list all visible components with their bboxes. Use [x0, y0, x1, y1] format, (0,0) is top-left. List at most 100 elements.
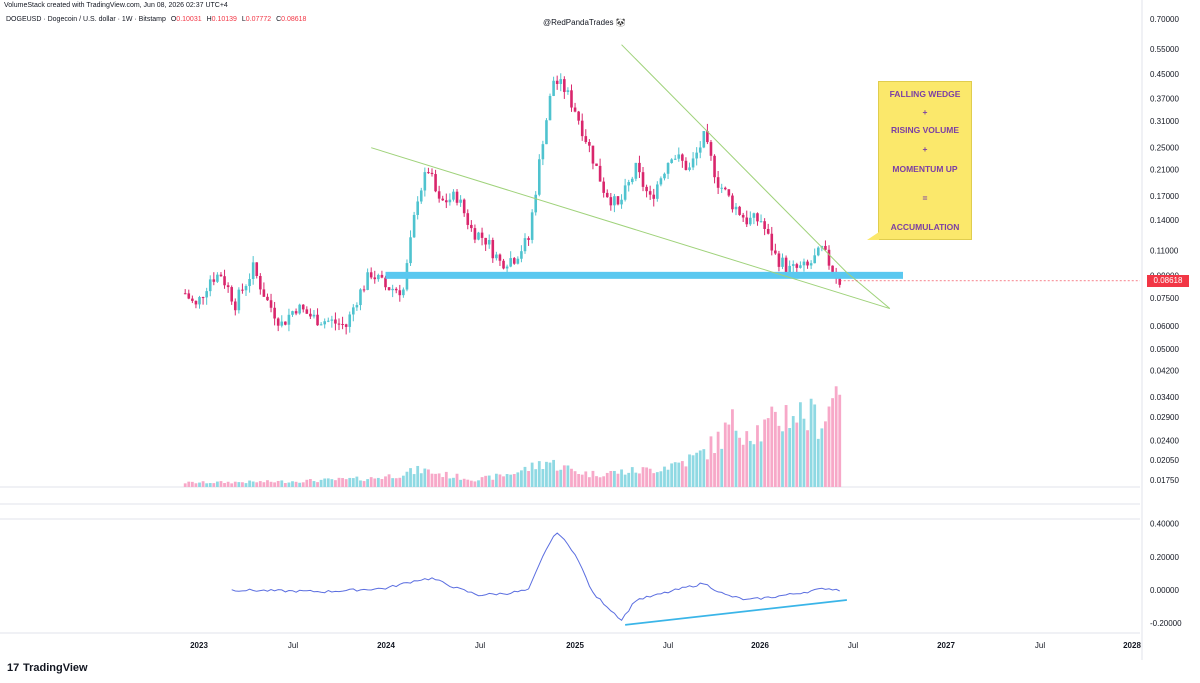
volume-bar	[334, 480, 337, 487]
volume-bar	[713, 453, 716, 487]
volume-bar	[584, 471, 588, 487]
candle-body	[241, 289, 244, 291]
candle-body	[427, 172, 430, 174]
volume-bar	[705, 459, 709, 487]
candle-body	[673, 158, 677, 160]
volume-bar	[634, 472, 638, 487]
volume-bar	[698, 450, 702, 487]
time-axis-label: Jul	[663, 641, 673, 650]
candle-body	[362, 289, 366, 291]
volume-bar	[638, 473, 641, 487]
candle-body	[577, 111, 580, 121]
volume-bar	[233, 481, 237, 487]
time-axis-label: 2026	[751, 641, 769, 650]
time-axis-label: 2027	[937, 641, 955, 650]
candle-body	[738, 206, 741, 215]
candle-body	[588, 142, 591, 146]
candle-body	[580, 120, 584, 137]
volume-bar	[827, 406, 831, 487]
volume-bar	[605, 472, 609, 487]
volume-bar	[244, 483, 248, 487]
candle-body	[552, 80, 555, 96]
volume-bar	[223, 483, 226, 487]
volume-bar	[258, 481, 262, 487]
candle-body	[437, 191, 441, 199]
candle-body	[523, 238, 527, 252]
volume-bar	[312, 481, 316, 487]
candle-body	[448, 199, 452, 203]
volume-bar	[777, 425, 781, 487]
tradingview-logo[interactable]: 17 TradingView	[7, 662, 88, 674]
candle-body	[219, 274, 223, 277]
volume-bar	[276, 480, 280, 487]
volume-bar	[527, 471, 530, 487]
volume-bar	[462, 478, 466, 487]
wedge-apex-line	[846, 272, 891, 309]
time-axis-label: 2024	[377, 641, 395, 650]
volume-bar	[452, 477, 455, 487]
candle-body	[462, 199, 466, 214]
candle-body	[684, 160, 688, 170]
volume-bar	[580, 474, 584, 487]
volume-bar	[194, 483, 198, 487]
created-line: VolumeStack created with TradingView.com…	[4, 2, 228, 9]
candle-body	[423, 172, 427, 191]
volume-bar	[598, 477, 602, 487]
volume-bar	[766, 418, 770, 487]
volume-bar	[287, 482, 291, 487]
candle-body	[827, 249, 831, 266]
time-axis-label: Jul	[1035, 641, 1045, 650]
volume-bar	[394, 478, 398, 487]
candle-body	[305, 309, 309, 314]
volume-bar	[752, 444, 756, 487]
volume-bar	[648, 468, 652, 487]
candle-body	[498, 254, 502, 261]
volume-bar	[416, 465, 420, 487]
candle-body	[323, 321, 326, 325]
candle-body	[638, 162, 641, 173]
volume-bar	[398, 477, 402, 487]
volume-bar	[530, 462, 534, 487]
candle-body	[334, 319, 337, 324]
volume-bar	[798, 402, 802, 487]
candle-body	[745, 217, 749, 225]
price-axis-tick: 0.01750	[1150, 476, 1179, 485]
candle-body	[777, 253, 781, 267]
candle-body	[763, 221, 766, 229]
volume-bar	[448, 478, 452, 487]
volume-bar	[344, 479, 348, 487]
price-axis-tick: 0.37000	[1150, 95, 1179, 104]
volume-bar	[273, 482, 277, 487]
candle-body	[487, 239, 491, 245]
candle-body	[480, 232, 484, 238]
candle-body	[284, 321, 287, 325]
volume-bar	[498, 474, 502, 487]
candle-body	[484, 237, 487, 245]
candle-body	[470, 224, 473, 229]
candle-body	[208, 279, 212, 292]
candle-body	[559, 79, 563, 84]
divergence-line	[625, 599, 847, 626]
candle-body	[212, 279, 216, 282]
volume-bar	[205, 483, 209, 487]
candle-body	[520, 251, 523, 259]
candle-body	[652, 194, 656, 199]
volume-bar	[813, 404, 817, 487]
candle-body	[237, 289, 241, 311]
candle-body	[691, 158, 695, 168]
candle-body	[269, 300, 273, 308]
candle-body	[666, 163, 670, 174]
volume-bar	[652, 473, 656, 487]
price-axis-tick: 0.02050	[1150, 456, 1179, 465]
candle-body	[502, 260, 505, 269]
candle-body	[369, 272, 373, 278]
candle-body	[516, 258, 520, 264]
volume-bar	[570, 468, 573, 487]
volume-bar	[716, 431, 720, 487]
candle-body	[749, 217, 752, 225]
candle-body	[341, 324, 344, 326]
volume-bar	[834, 386, 838, 487]
callout-line-falling-wedge: FALLING WEDGE	[889, 89, 961, 99]
author-watermark: @RedPandaTrades 🐼	[543, 18, 626, 27]
